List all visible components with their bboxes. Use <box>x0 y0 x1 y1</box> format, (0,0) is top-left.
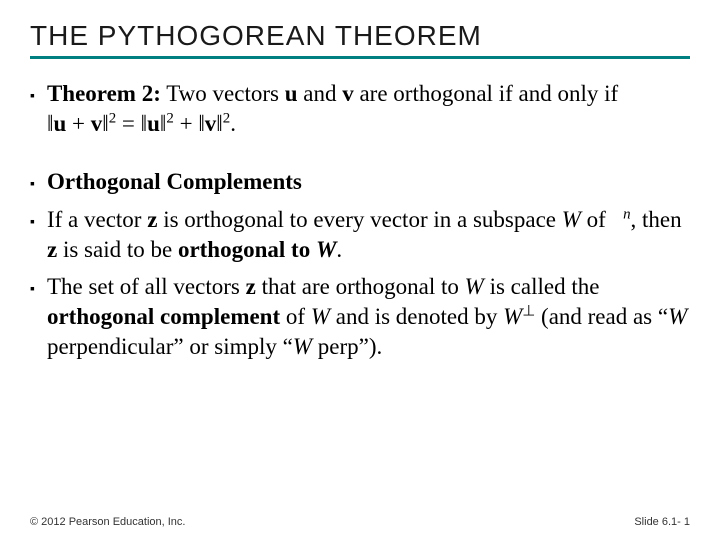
theorem-label: Theorem 2: <box>47 81 161 106</box>
bullet-marker-icon: ▪ <box>30 86 35 139</box>
spacing-gap <box>30 147 690 167</box>
bullet-text: If a vector z is orthogonal to every vec… <box>47 205 690 265</box>
bullet-theorem2: ▪ Theorem 2: Two vectors u and v are ort… <box>30 79 690 139</box>
slide-number: Slide 6.1- 1 <box>634 516 690 528</box>
slide-title: THE PYTHOGOREAN THEOREM <box>30 20 690 59</box>
theorem-formula: ‖u + v‖2 = ‖u‖2 + ‖v‖2 <box>47 111 230 136</box>
bullet-orthogonal-def: ▪ If a vector z is orthogonal to every v… <box>30 205 690 265</box>
theorem-statement-part1: Two vectors u and v are orthogonal if an… <box>161 81 618 106</box>
bullet-marker-icon: ▪ <box>30 174 35 197</box>
bullet-marker-icon: ▪ <box>30 212 35 265</box>
bullet-text: The set of all vectors z that are orthog… <box>47 272 690 362</box>
slide-footer: © 2012 Pearson Education, Inc. Slide 6.1… <box>30 516 690 528</box>
copyright-text: © 2012 Pearson Education, Inc. <box>30 516 185 528</box>
bullet-text: Orthogonal Complements <box>47 167 690 197</box>
theorem-trail: . <box>230 111 236 136</box>
bullet-marker-icon: ▪ <box>30 279 35 362</box>
subheading: Orthogonal Complements <box>47 169 302 194</box>
slide-content: ▪ Theorem 2: Two vectors u and v are ort… <box>30 79 690 362</box>
bullet-heading-complements: ▪ Orthogonal Complements <box>30 167 690 197</box>
slide-container: THE PYTHOGOREAN THEOREM ▪ Theorem 2: Two… <box>0 0 720 540</box>
bullet-text: Theorem 2: Two vectors u and v are ortho… <box>47 79 690 139</box>
bullet-orthogonal-complement: ▪ The set of all vectors z that are orth… <box>30 272 690 362</box>
